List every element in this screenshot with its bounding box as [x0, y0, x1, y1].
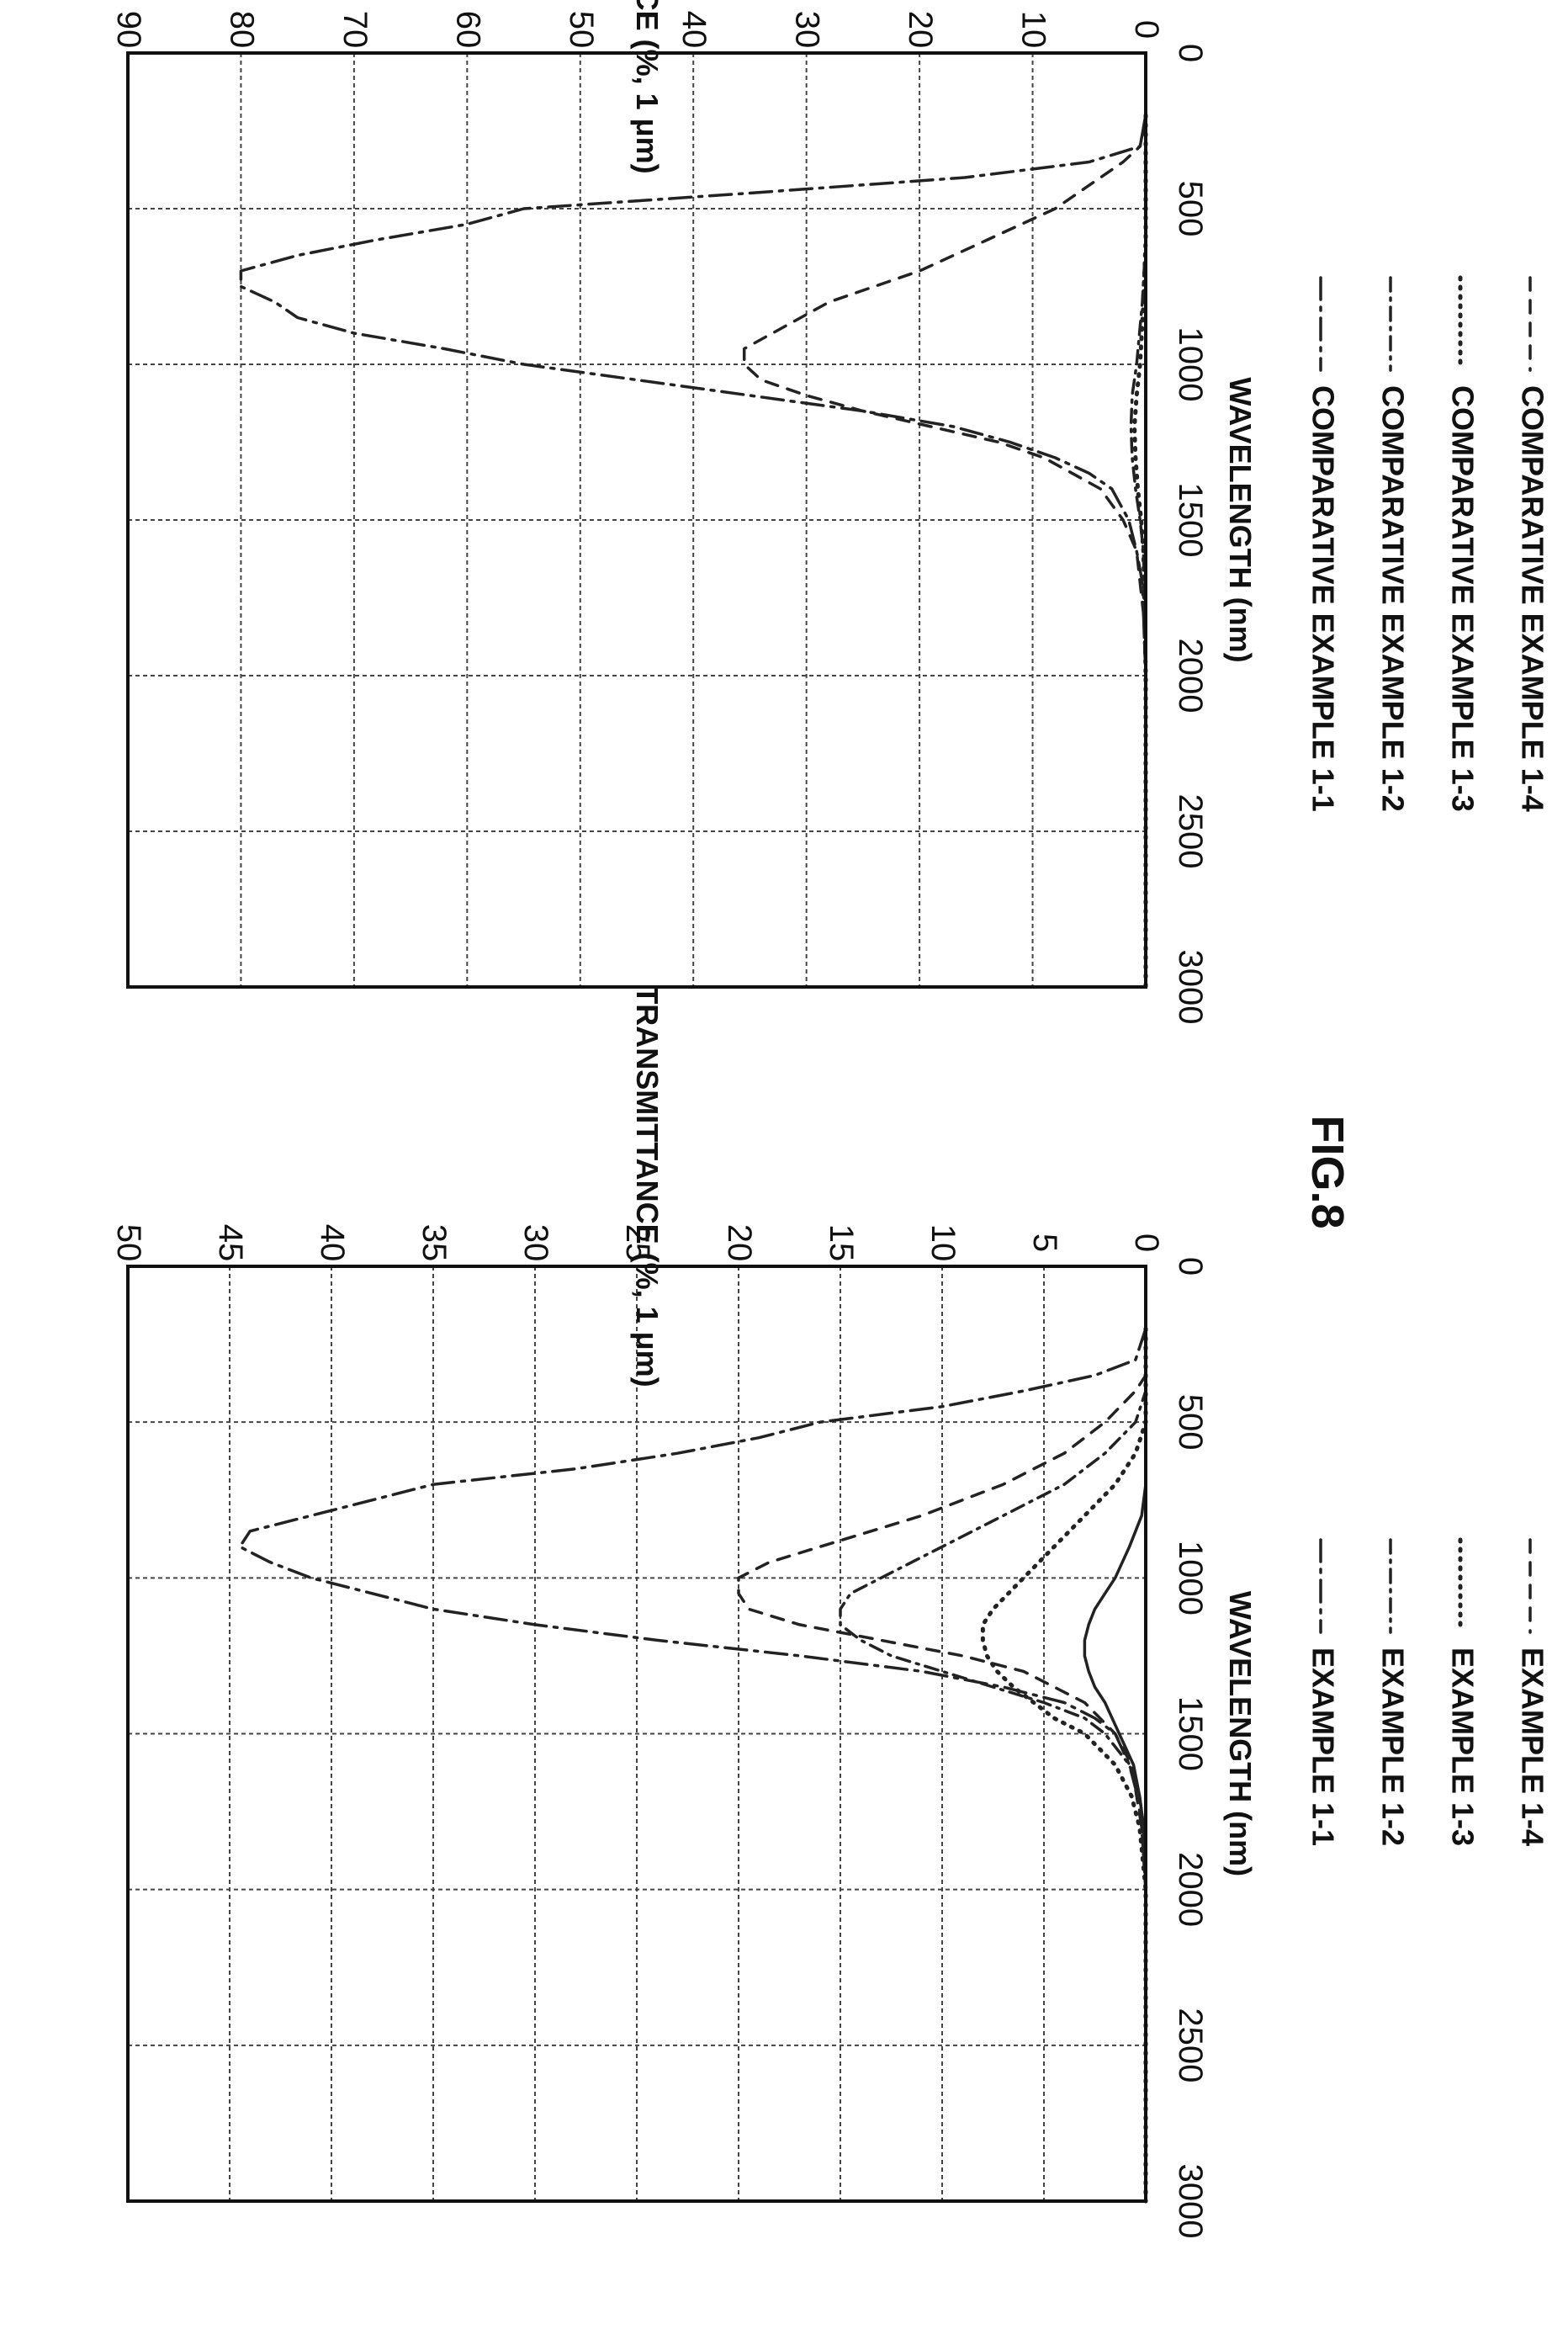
y-tick-label: 45: [212, 1224, 249, 1262]
x-tick-label: 2500: [1172, 794, 1209, 869]
series-line-4: [742, 114, 1147, 989]
x-tick-label: 2500: [1172, 2008, 1209, 2082]
x-tick-label: 2000: [1172, 639, 1209, 714]
x-axis-title: WAVELENGTH (nm): [1223, 377, 1258, 662]
y-tick-label: 70: [336, 11, 373, 49]
x-tick-label: 0: [1172, 44, 1209, 62]
legend-label-4: EXAMPLE 1-4: [1515, 1647, 1549, 1846]
series-line-1: [238, 1327, 1147, 2203]
x-tick-label: 500: [1172, 1394, 1209, 1451]
y-tick-label: 40: [314, 1224, 351, 1262]
figure-title: FIG.8: [1302, 1115, 1353, 1228]
y-tick-label: 50: [110, 1224, 147, 1262]
y-axis-title: TRANSMITTANCE (%, 1 μm): [630, 985, 665, 1387]
y-tick-label: 40: [675, 11, 712, 49]
x-tick-label: 1000: [1172, 327, 1209, 402]
legend-label-3: EXAMPLE 1-3: [1445, 1647, 1480, 1846]
y-tick-label: 10: [1015, 11, 1052, 49]
y-axis-title: TRANSMITTANCE (%, 1 μm): [630, 0, 665, 174]
plot-frame: [126, 1265, 1147, 2203]
y-tick-label: 80: [223, 11, 260, 49]
y-tick-label: 25: [619, 1224, 656, 1262]
y-tick-label: 5: [1026, 1234, 1063, 1252]
legend-label-4: COMPARATIVE EXAMPLE 1-4: [1515, 385, 1549, 812]
y-tick-label: 30: [517, 1224, 554, 1262]
x-tick-label: 1500: [1172, 1696, 1209, 1771]
plot-frame: [126, 51, 1147, 989]
x-tick-label: 3000: [1172, 2164, 1209, 2239]
y-tick-label: 15: [823, 1224, 860, 1262]
y-tick-label: 90: [110, 11, 147, 49]
series-line-3: [1132, 113, 1148, 989]
x-axis-title: WAVELENGTH (nm): [1223, 1591, 1258, 1876]
legend-label-1: EXAMPLE 1-1: [1306, 1647, 1340, 1846]
y-tick-label: 35: [416, 1224, 453, 1262]
x-tick-label: 500: [1172, 181, 1209, 237]
series-line-4: [737, 1327, 1147, 2203]
chart-examples: 0 500 1000 1500 2000 2500 3000 0 5 10 15 20 25 30 35 40…: [110, 985, 1549, 2239]
y-tick-label: 0: [1128, 20, 1165, 39]
y-tick-label: 20: [721, 1224, 758, 1262]
y-tick-label: 30: [789, 11, 826, 49]
legend-label-3: COMPARATIVE EXAMPLE 1-3: [1445, 385, 1480, 812]
x-tick-label: 1000: [1172, 1541, 1209, 1616]
legend-label-2: EXAMPLE 1-2: [1375, 1647, 1410, 1846]
x-tick-label: 3000: [1172, 950, 1209, 1025]
x-tick-label: 0: [1172, 1257, 1209, 1276]
y-tick-label: 50: [563, 11, 600, 49]
y-tick-label: 10: [924, 1224, 961, 1262]
x-tick-label: 1500: [1172, 483, 1209, 558]
chart-comparative-examples: 0 500 1000 1500 2000 2500 3000 0 10 20 30 40 50 60 70 8…: [110, 0, 1549, 1024]
legend-label-2: COMPARATIVE EXAMPLE 1-2: [1375, 385, 1410, 812]
series-line-1: [239, 114, 1147, 989]
y-tick-label: 0: [1128, 1234, 1165, 1252]
series-line-5: [1083, 1327, 1147, 2203]
x-tick-label: 2000: [1172, 1852, 1209, 1927]
legend-label-1: COMPARATIVE EXAMPLE 1-1: [1306, 385, 1340, 812]
y-tick-label: 60: [449, 11, 486, 49]
y-tick-label: 20: [902, 11, 939, 49]
series-line-3: [980, 1326, 1148, 2204]
series-line-2: [839, 1327, 1147, 2203]
